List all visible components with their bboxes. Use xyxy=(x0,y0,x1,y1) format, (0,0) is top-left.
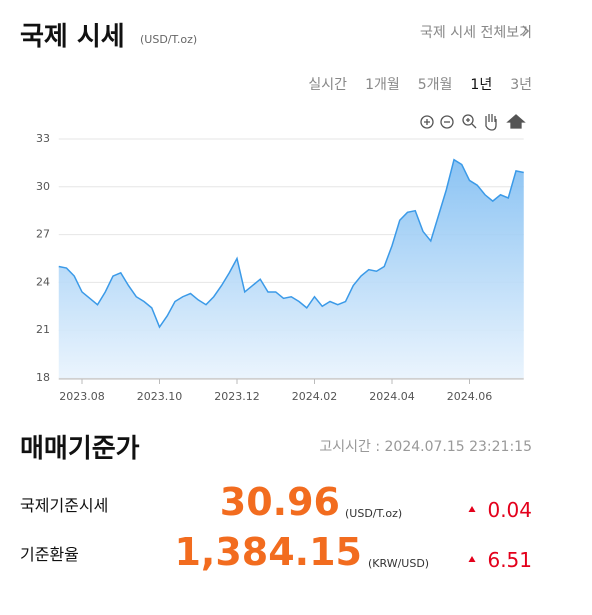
tab[interactable]: 5개월 xyxy=(417,77,453,93)
change: 0.04 xyxy=(487,498,532,522)
change: 6.51 xyxy=(487,548,532,572)
y-tick-label: 18 xyxy=(36,371,50,384)
chevron xyxy=(522,25,530,37)
row-label: 국제기준시세 xyxy=(20,496,109,515)
x-tick-label: 2023.10 xyxy=(137,390,183,403)
up-arrow xyxy=(468,556,476,562)
y-tick-label: 24 xyxy=(36,275,50,288)
pan-button[interactable] xyxy=(485,114,497,131)
x-tick-label: 2023.08 xyxy=(59,390,105,403)
zoom-button[interactable] xyxy=(462,114,477,129)
tab[interactable]: 1개월 xyxy=(365,77,400,93)
y-tick-label: 33 xyxy=(36,132,50,145)
row-label: 기준환율 xyxy=(20,545,79,564)
section-title: 매매기준가 xyxy=(20,434,140,464)
x-tick-label: 2023.12 xyxy=(214,390,260,403)
y-tick-label: 21 xyxy=(36,323,50,336)
view-all-link[interactable]: 국제 시세 전체보기 xyxy=(420,25,532,41)
x-tick-label: 2024.04 xyxy=(369,390,415,403)
tab[interactable]: 실시간 xyxy=(308,77,348,93)
y-tick-label: 27 xyxy=(36,228,50,241)
up-arrow xyxy=(468,506,476,512)
price-unit: (USD/T.oz) xyxy=(345,507,403,520)
title: 국제 시세 xyxy=(20,22,125,52)
x-tick-label: 2024.06 xyxy=(447,390,493,403)
x-tick-label: 2024.02 xyxy=(292,390,338,403)
reset-button[interactable] xyxy=(506,114,526,129)
price: 30.96 xyxy=(219,480,340,524)
timestamp: 고시시간 : 2024.07.15 23:21:15 xyxy=(319,439,532,455)
unit: (USD/T.oz) xyxy=(140,33,198,46)
line xyxy=(58,158,524,329)
price-unit: (KRW/USD) xyxy=(368,557,430,570)
zoom-in-button[interactable] xyxy=(420,115,434,129)
zoom-out-button[interactable] xyxy=(440,115,454,129)
tab[interactable]: 3년 xyxy=(510,77,532,93)
y-tick-label: 30 xyxy=(36,180,50,193)
price: 1,384.15 xyxy=(174,530,362,574)
tab[interactable]: 1년 xyxy=(470,77,493,93)
area xyxy=(58,159,524,378)
chart: 18 21 24 27 30 33 2023.08 2023.10 2023.12 2024.02… xyxy=(36,114,526,403)
tabs: 실시간 1개월 5개월 1년 3년 xyxy=(308,74,532,94)
toolbar xyxy=(420,114,526,131)
